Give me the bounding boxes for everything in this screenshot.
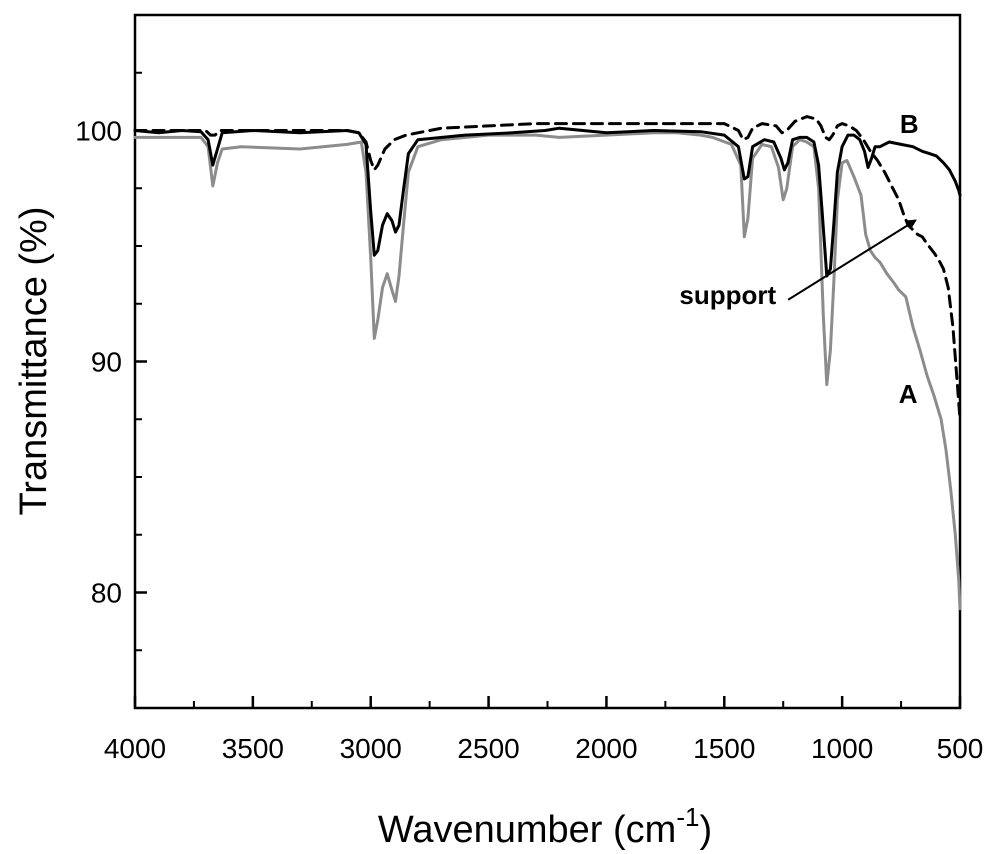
plot-frame <box>133 13 962 710</box>
x-axis-title-end: ) <box>699 809 712 851</box>
annotation-arrow <box>787 219 917 301</box>
x-tick-label: 1000 <box>811 733 873 764</box>
x-tick-label: 1500 <box>693 733 755 764</box>
series-layer <box>133 115 962 611</box>
x-tick-label: 2000 <box>575 733 637 764</box>
y-tick-label: 100 <box>75 116 122 147</box>
x-tick-label: 3000 <box>340 733 402 764</box>
x-tick-label: 2500 <box>457 733 519 764</box>
y-tick-label: 80 <box>91 578 122 609</box>
annotation-label-b: B <box>900 109 919 139</box>
annotation-label-a: A <box>899 379 918 409</box>
y-tick-label: 90 <box>91 347 122 378</box>
annotation-label-support: support <box>679 280 776 310</box>
x-tick-label: 4000 <box>104 733 166 764</box>
x-axis-title-superscript: -1 <box>676 802 699 832</box>
tick-layer: 4000 3500 3000 2500 2000 1500 1000 500 80 90 100 <box>75 71 984 764</box>
series-line-support <box>133 115 962 421</box>
series-line-a <box>133 131 962 611</box>
x-tick-label: 500 <box>937 733 984 764</box>
x-tick-label: 3500 <box>222 733 284 764</box>
y-axis-title: Transmittance (%) <box>13 207 55 516</box>
x-axis-title: Wavenumber (cm-1) <box>378 802 712 851</box>
